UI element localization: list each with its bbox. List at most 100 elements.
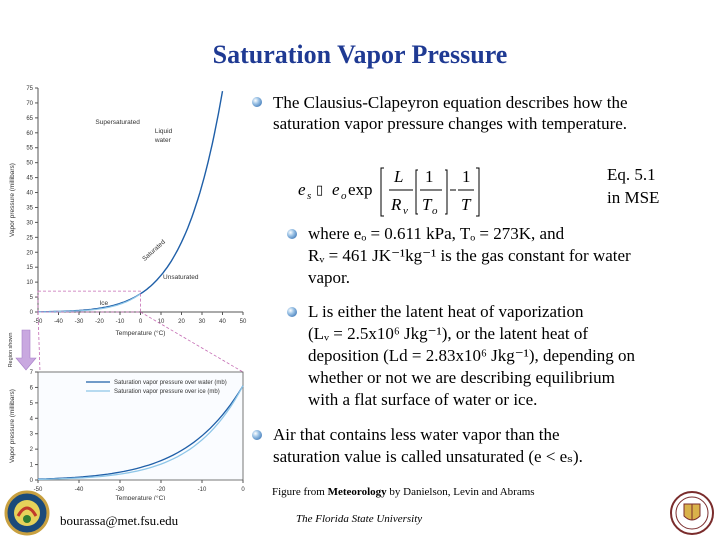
saturation-curve-ice bbox=[38, 293, 141, 313]
x-tick-label: -30 bbox=[116, 487, 125, 493]
plot-area bbox=[37, 371, 244, 481]
y-tick-label: 1 bbox=[30, 463, 34, 469]
email[interactable]: bourassa@met.fsu.edu bbox=[60, 513, 179, 528]
x-tick-label: 10 bbox=[158, 319, 165, 325]
x-tick-label: -30 bbox=[75, 319, 84, 325]
x-tick-label: 0 bbox=[139, 319, 143, 325]
eq-den-R-sub: v bbox=[403, 205, 408, 217]
x-tick-label: 50 bbox=[240, 319, 247, 325]
x-tick-label: 40 bbox=[219, 319, 226, 325]
y-axis-label: Vapor pressure (millibars) bbox=[9, 389, 16, 463]
x-tick-label: 20 bbox=[178, 319, 185, 325]
y-tick-label: 25 bbox=[26, 235, 33, 241]
eq-den-To-sub: o bbox=[432, 205, 438, 217]
eq-ref-line1: Eq. 5.1 bbox=[607, 165, 656, 184]
x-tick-label: 30 bbox=[199, 319, 206, 325]
y-tick-label: 65 bbox=[26, 116, 33, 122]
university-name: The Florida State University bbox=[296, 513, 423, 525]
bullet-dot bbox=[287, 229, 297, 239]
annotation-ice: Ice bbox=[100, 300, 109, 307]
y-tick-label: 0 bbox=[30, 478, 34, 484]
y-tick-label: 15 bbox=[26, 265, 33, 271]
y-tick-label: 20 bbox=[26, 250, 33, 256]
sub-bullet1-line1: where eₒ = 0.611 kPa, Tₒ = 273K, and bbox=[308, 224, 565, 243]
x-tick-label: -20 bbox=[95, 319, 104, 325]
x-tick-label: 0 bbox=[241, 487, 245, 493]
y-tick-label: 6 bbox=[30, 385, 34, 391]
eq-lhs: e bbox=[298, 180, 306, 199]
eq-den-R: R bbox=[390, 195, 402, 214]
sub-bullet2-line5: with a flat surface of water or ice. bbox=[308, 390, 538, 409]
sub-bullet1-line3: vapor. bbox=[308, 268, 351, 287]
legend-label: Saturation vapor pressure over water (mb… bbox=[114, 380, 227, 386]
y-tick-label: 5 bbox=[30, 295, 34, 301]
chart-bottom: 0 1 2 3 4 5 6 7 -50 -40 -30 -20 -10 0 Temperature (°C)… bbox=[9, 370, 245, 500]
x-axis-label: Temperature (°C) bbox=[116, 329, 166, 337]
met-logo bbox=[4, 490, 50, 536]
y-tick-label: 70 bbox=[26, 101, 33, 107]
y-tick-label: 2 bbox=[30, 447, 34, 453]
sub-bullet1-line2: Rᵥ = 461 JK⁻¹kg⁻¹ is the gas constant fo… bbox=[308, 246, 631, 265]
y-tick-label: 75 bbox=[26, 86, 33, 92]
sub-bullet2-line3: deposition (Ld = 2.83x10⁶ Jkg⁻¹), depend… bbox=[308, 346, 636, 365]
series-line-water bbox=[37, 385, 244, 480]
legend-label: Saturation vapor pressure over ice (mb) bbox=[114, 389, 220, 395]
annotation-liquid-water: Liquid bbox=[155, 128, 173, 135]
eq-func: exp bbox=[348, 180, 373, 199]
figure-credit-pre: Figure from bbox=[272, 486, 328, 498]
series-line-ice bbox=[37, 385, 244, 481]
eq-relation-glyph: ▯ bbox=[316, 182, 323, 197]
x-tick-label: -10 bbox=[116, 319, 125, 325]
zoom-line-left bbox=[37, 311, 41, 373]
sub-bullet2-line2: (Lᵥ = 2.5x10⁶ Jkg⁻¹), or the latent heat… bbox=[308, 324, 589, 343]
annotation-unsaturated: Unsaturated bbox=[163, 274, 199, 281]
y-tick-label: 4 bbox=[30, 416, 34, 422]
figure-credit-book: Meteorology bbox=[327, 486, 387, 498]
annotation-liquid-water-2: water bbox=[154, 137, 172, 144]
x-tick-label: -40 bbox=[75, 487, 84, 493]
sub-bullet2-line1: L is either the latent heat of vaporizat… bbox=[308, 302, 584, 321]
down-arrow bbox=[15, 329, 37, 371]
x-tick-label: -40 bbox=[54, 319, 63, 325]
x-tick-label: -50 bbox=[34, 487, 43, 493]
figure-credit: Figure from Meteorology by Danielson, Le… bbox=[272, 486, 535, 498]
eq-coef-sub: o bbox=[341, 190, 347, 202]
slide-title: Saturation Vapor Pressure bbox=[212, 40, 508, 69]
y-tick-label: 40 bbox=[26, 191, 33, 197]
y-tick-label: 35 bbox=[26, 205, 33, 211]
fsu-seal bbox=[670, 491, 714, 535]
eq-lhs-sub: s bbox=[307, 190, 311, 202]
x-tick-label: -10 bbox=[198, 487, 207, 493]
annotation-supersaturated: Supersaturated bbox=[95, 119, 140, 126]
region-box bbox=[37, 290, 141, 313]
eq-den-T: T bbox=[461, 195, 472, 214]
y-tick-label: 0 bbox=[30, 310, 34, 316]
figure-credit-post: by Danielson, Levin and Abrams bbox=[386, 486, 535, 498]
eq-coef: e bbox=[332, 180, 340, 199]
y-axis-label: Vapor pressure (millibars) bbox=[9, 163, 16, 237]
clausius-clapeyron-equation: e s ▯ e o exp L R v 1 T o 1 T bbox=[298, 167, 480, 217]
eq-den-To: T bbox=[422, 195, 433, 214]
bullet3-line2: saturation value is called unsaturated (… bbox=[273, 447, 583, 466]
bullet3-line1: Air that contains less water vapor than … bbox=[273, 425, 560, 444]
y-tick-label: 50 bbox=[26, 161, 33, 167]
y-tick-label: 5 bbox=[30, 401, 34, 407]
annotation-saturated: Saturated bbox=[141, 238, 167, 262]
y-tick-label: 45 bbox=[26, 176, 33, 182]
region-connector: Region shown bbox=[8, 311, 244, 373]
region-shown-label: Region shown bbox=[8, 333, 14, 368]
eq-one-a: 1 bbox=[425, 167, 434, 186]
x-axis-label: Temperature (°C) bbox=[116, 494, 166, 500]
bullet-dot bbox=[252, 430, 262, 440]
eq-one-b: 1 bbox=[462, 167, 471, 186]
y-tick-label: 10 bbox=[26, 280, 33, 286]
sub-bullet2-line4: whether or not we are describing equilib… bbox=[308, 368, 615, 387]
eq-num-L: L bbox=[393, 167, 403, 186]
x-tick-label: -20 bbox=[157, 487, 166, 493]
eq-ref-line2: in MSE bbox=[607, 188, 660, 207]
bullet-dot bbox=[252, 97, 262, 107]
y-tick-label: 60 bbox=[26, 131, 33, 137]
y-tick-label: 3 bbox=[30, 432, 34, 438]
